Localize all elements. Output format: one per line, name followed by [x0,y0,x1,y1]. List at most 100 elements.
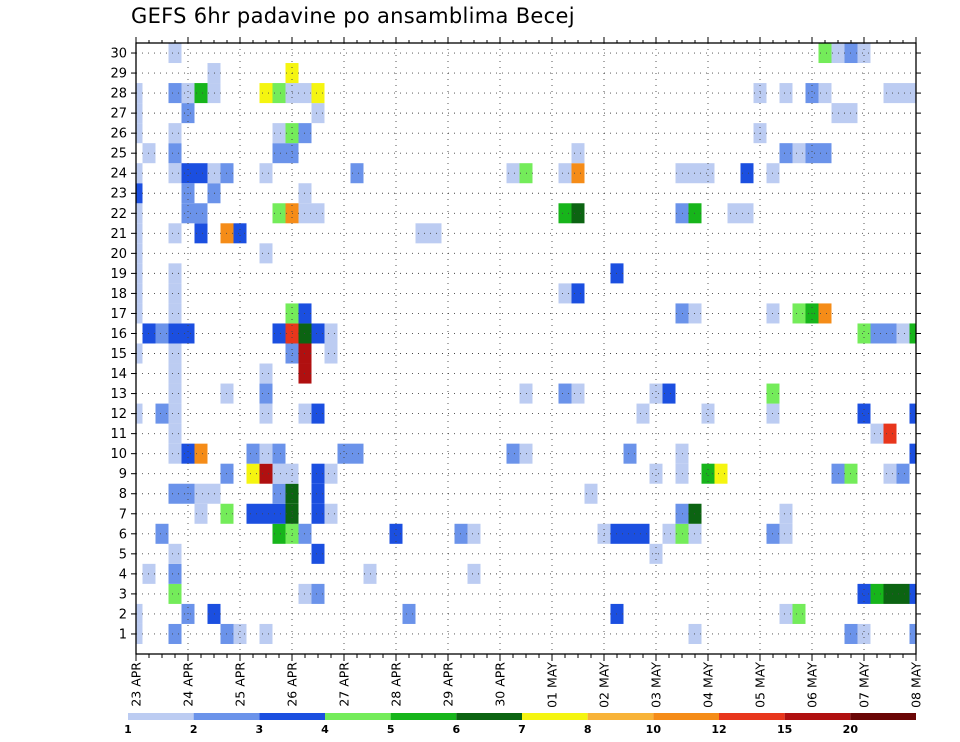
heatmap-cell [389,523,403,544]
heatmap-cell [792,143,806,164]
x-tick-label: 06 MAY [805,662,820,708]
heatmap-cell [558,163,572,184]
heatmap-cell [350,443,364,464]
heatmap-cell [649,463,663,484]
y-tick-label: 7 [119,507,127,522]
legend-swatch [456,713,522,720]
heatmap-cell [311,543,325,564]
heatmap-cell [272,203,286,224]
y-tick-label: 4 [119,567,127,582]
heatmap-cell [136,183,143,204]
y-tick-label: 27 [110,107,127,122]
x-tick-label: 03 MAY [649,662,664,708]
heatmap-cell [168,43,182,64]
heatmap-cell [155,403,169,424]
legend-swatch [259,713,325,720]
heatmap-cell [311,323,325,344]
heatmap-cell [883,583,897,604]
heatmap-cell [136,623,143,644]
heatmap-cell [623,443,637,464]
heatmap-cell [324,503,338,524]
heatmap-cell [194,443,208,464]
heatmap-cell [896,83,910,104]
heatmap-cell [194,483,208,504]
heatmap-cell [272,523,286,544]
legend-tick-label: 20 [843,723,859,736]
heatmap-cell [272,503,286,524]
heatmap-cell [818,83,832,104]
heatmap-cell [259,243,273,264]
heatmap-cell [649,383,663,404]
heatmap-cell [181,203,195,224]
heatmap-cell [558,203,572,224]
heatmap-cell [740,203,754,224]
heatmap-cell [896,323,910,344]
heatmap-cell [662,523,676,544]
heatmap-cell [168,563,182,584]
heatmap-cell [259,363,273,384]
y-tick-label: 25 [110,147,127,162]
heatmap-cell [857,323,871,344]
y-tick-label: 23 [110,187,127,202]
heatmap-cell [337,443,351,464]
heatmap-cell [909,83,916,104]
heatmap-cell [857,43,871,64]
x-axis: 23 APR 24 APR 25 APR 26 APR 27 APR 28 APR 29 A… [129,37,924,708]
heatmap-cell [136,103,143,124]
heatmap-cell [136,83,143,104]
x-tick-label: 25 APR [233,662,248,707]
x-tick-label: 07 MAY [857,662,872,708]
y-tick-label: 21 [110,227,127,242]
y-axis: 1234567891011121314151617181920212223242… [110,47,921,642]
heatmap-cell [571,163,585,184]
heatmap-cell [168,363,182,384]
heatmap-cell [168,583,182,604]
y-tick-label: 13 [110,387,127,402]
heatmap-cell [136,223,143,244]
heatmap-cell [136,203,143,224]
y-tick-label: 3 [119,587,127,602]
heatmap-cell [324,463,338,484]
heatmap-cell [350,163,364,184]
plot-frame [135,42,917,655]
heatmap-cell [558,383,572,404]
heatmap-cell [136,403,143,424]
legend-tick-label: 1 [124,723,132,736]
heatmap-cell [909,623,916,644]
heatmap-cell [883,323,897,344]
heatmap-cell [168,83,182,104]
heatmap-cells [136,43,916,644]
legend-tick-label: 4 [321,723,329,736]
heatmap-cell [259,163,273,184]
heatmap-cell [136,303,143,324]
legend-swatch [390,713,457,720]
y-tick-label: 1 [119,627,127,642]
heatmap-cell [571,203,585,224]
heatmap-cell [272,123,286,144]
heatmap-cell [311,463,325,484]
heatmap-cell [402,603,416,624]
heatmap-cell [311,403,325,424]
heatmap-cell [194,163,208,184]
x-tick-label: 05 MAY [753,662,768,708]
x-tick-label: 08 MAY [909,662,924,708]
heatmap-cell [311,83,325,104]
heatmap-cell [168,423,182,444]
y-tick-label: 2 [119,607,127,622]
heatmap-cell [168,303,182,324]
y-tick-label: 18 [110,287,127,302]
heatmap-cell [259,83,273,104]
heatmap-cell [805,83,819,104]
heatmap-cell [168,283,182,304]
heatmap-cell [246,503,260,524]
heatmap-cell [311,203,325,224]
heatmap-cell [272,83,286,104]
heatmap-cell [909,323,916,344]
heatmap-cell [168,163,182,184]
heatmap-cell [259,383,273,404]
heatmap-cell [467,563,481,584]
heatmap-cell [701,403,715,424]
heatmap-cell [136,603,143,624]
heatmap-cell [136,283,143,304]
